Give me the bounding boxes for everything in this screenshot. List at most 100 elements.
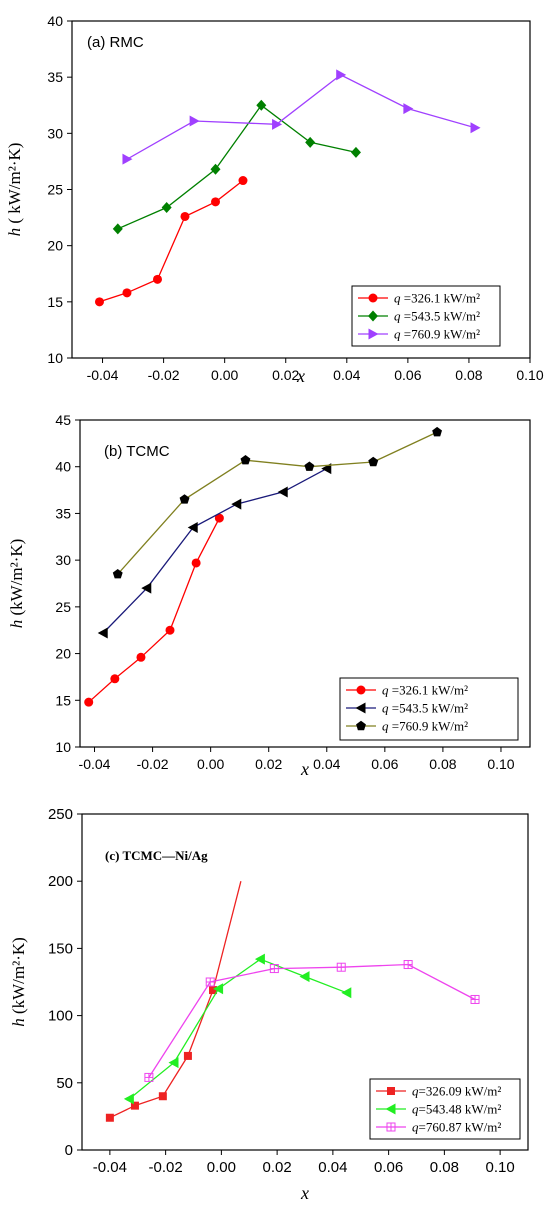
- data-point: [144, 1072, 154, 1082]
- data-point: [403, 103, 414, 115]
- y-axis-label: h ( kW/m²·K): [5, 143, 24, 237]
- series-line: [126, 74, 476, 160]
- legend-label: q =543.5 kW/m²: [382, 701, 468, 716]
- chart-panel-2: -0.04 -0.02 0.00 0.02 0.04 0.06 0.08 0.10 10 15 20…: [7, 412, 531, 779]
- data-point: [211, 197, 221, 207]
- data-point: [304, 461, 315, 471]
- y-tick-label: 250: [48, 806, 73, 823]
- data-point: [269, 964, 279, 974]
- x-tick-label: -0.04: [93, 1159, 127, 1176]
- data-point: [350, 146, 361, 158]
- legend-label: q =326.1 kW/m²: [382, 683, 468, 698]
- x-tick-label: 0.06: [374, 1159, 403, 1176]
- legend-marker: [368, 310, 378, 322]
- data-point: [122, 288, 132, 298]
- data-point: [130, 1101, 139, 1110]
- x-tick-label: 0.04: [318, 1159, 347, 1176]
- data-point: [112, 223, 123, 235]
- data-point: [231, 498, 242, 510]
- x-tick-label: 0.06: [371, 756, 398, 772]
- panel-label: (b) TCMC: [104, 443, 170, 460]
- data-point: [213, 983, 224, 995]
- series-line: [117, 104, 357, 230]
- series-2: [123, 953, 352, 1105]
- legend-label: q =760.9 kW/m²: [394, 327, 480, 342]
- data-point: [256, 99, 267, 111]
- data-point: [209, 986, 218, 995]
- series-line: [148, 963, 476, 1078]
- data-point: [183, 1051, 192, 1060]
- y-tick-label: 40: [47, 13, 63, 29]
- x-tick-label: -0.02: [148, 367, 180, 383]
- data-point: [205, 977, 215, 987]
- y-tick-label: 20: [55, 646, 71, 662]
- x-axis-label: x: [300, 1183, 309, 1203]
- legend-marker: [355, 702, 366, 714]
- data-point: [299, 971, 310, 983]
- data-point: [122, 153, 133, 165]
- series-1: [105, 881, 242, 1122]
- y-axis-label: h (kW/m²·K): [9, 937, 28, 1027]
- data-point: [84, 697, 94, 707]
- y-tick-label: 30: [47, 125, 63, 141]
- x-axis-label: x: [296, 366, 305, 386]
- data-point: [341, 987, 352, 999]
- x-tick-label: 0.02: [255, 756, 282, 772]
- data-point: [191, 558, 201, 568]
- y-tick-label: 15: [55, 692, 71, 708]
- y-tick-label: 25: [47, 182, 63, 198]
- series-3: [112, 426, 442, 579]
- data-point: [165, 625, 175, 635]
- y-tick-label: 35: [47, 69, 63, 85]
- legend-marker: [385, 1103, 396, 1115]
- series-line: [117, 431, 438, 575]
- y-tick-label: 150: [48, 940, 73, 957]
- x-tick-label: 0.02: [272, 367, 299, 383]
- chart-panel-1: -0.04 -0.02 0.00 0.02 0.04 0.06 0.08 0.10 10 15 20…: [5, 13, 544, 386]
- data-point: [168, 1057, 179, 1069]
- y-tick-label: 0: [65, 1142, 73, 1159]
- data-point: [152, 274, 162, 284]
- x-tick-label: -0.04: [87, 367, 119, 383]
- data-point: [112, 569, 123, 579]
- y-tick-label: 20: [47, 238, 63, 254]
- x-axis-label: x: [300, 759, 309, 779]
- data-point: [94, 297, 104, 307]
- x-tick-label: 0.04: [333, 367, 360, 383]
- data-point: [214, 513, 224, 523]
- x-tick-label: 0.06: [394, 367, 421, 383]
- x-tick-label: 0.10: [516, 367, 543, 383]
- legend: q =326.1 kW/m² q =543.5 kW/m² q =760.9 kW/…: [339, 677, 519, 741]
- legend: q=326.09 kW/m² q=543.48 kW/m² q=760.87 kW/…: [369, 1078, 521, 1140]
- legend-marker: [356, 720, 366, 731]
- legend-label: q =760.9 kW/m²: [382, 719, 468, 734]
- data-point: [105, 1113, 114, 1122]
- x-tick-label: -0.02: [149, 1159, 183, 1176]
- x-tick-label: -0.02: [137, 756, 169, 772]
- x-tick-label: 0.00: [197, 756, 224, 772]
- y-tick-label: 10: [47, 350, 63, 366]
- legend-label: q =543.5 kW/m²: [394, 309, 480, 324]
- series-line: [88, 517, 220, 703]
- plot-frame: [81, 813, 529, 1151]
- plot-frame: [79, 419, 531, 748]
- y-tick-label: 50: [56, 1075, 73, 1092]
- y-tick-label: 15: [47, 294, 63, 310]
- data-point: [210, 163, 221, 175]
- x-tick-label: -0.04: [79, 756, 111, 772]
- chart-panel-3: -0.04 -0.02 0.00 0.02 0.04 0.06 0.08 0.10 0 50 100…: [9, 806, 529, 1203]
- x-tick-label: 0.08: [429, 756, 456, 772]
- data-point: [336, 962, 346, 972]
- y-tick-label: 40: [55, 459, 71, 475]
- data-point: [432, 426, 442, 437]
- series-line: [99, 179, 244, 303]
- legend-label: q=326.09 kW/m²: [412, 1084, 501, 1099]
- data-point: [277, 486, 288, 498]
- legend-marker: [368, 328, 379, 340]
- data-point: [368, 456, 379, 467]
- data-point: [179, 494, 190, 504]
- data-point: [158, 1092, 167, 1101]
- series-3: [144, 960, 480, 1082]
- data-point: [470, 994, 480, 1004]
